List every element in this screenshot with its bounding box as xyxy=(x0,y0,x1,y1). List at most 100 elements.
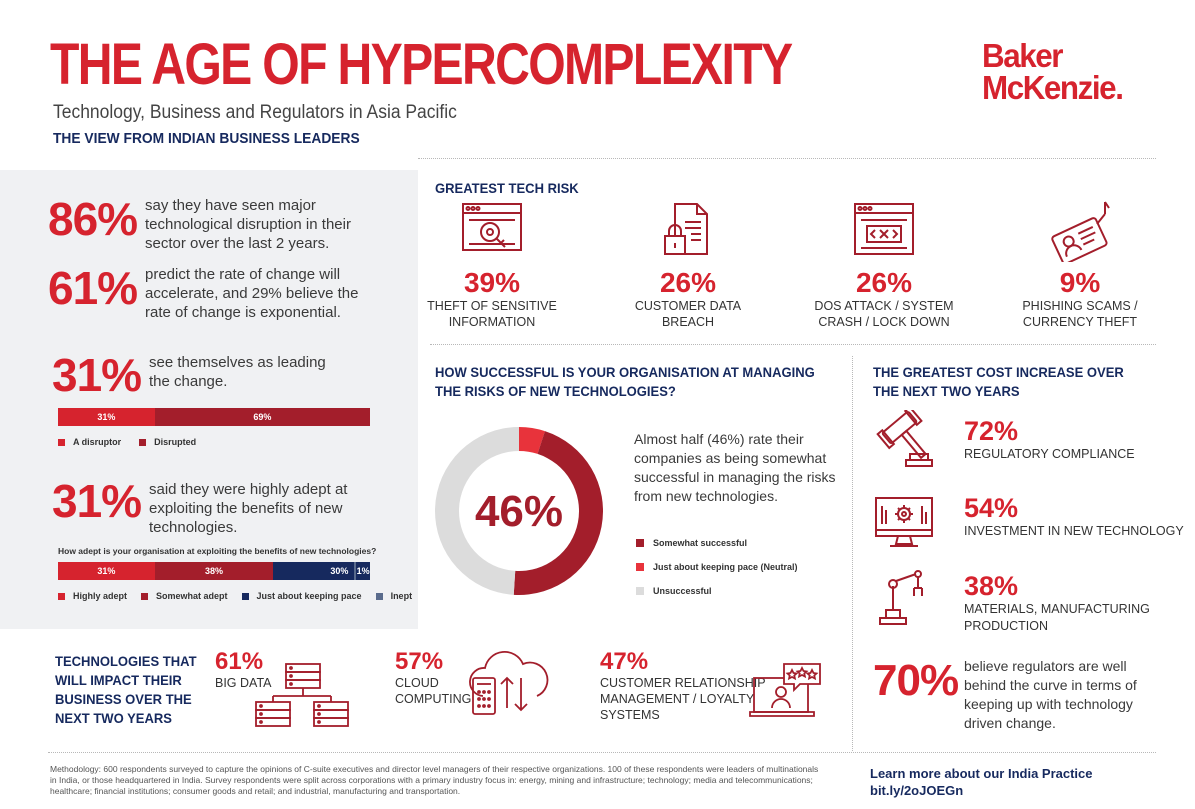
legend-item: Just about keeping pace xyxy=(241,591,362,601)
risk-phishing: 9% PHISHING SCAMS / CURRENCY THEFT xyxy=(980,200,1180,330)
left-stats-panel xyxy=(0,170,418,629)
risk-theft-label-1: THEFT OF SENSITIVE xyxy=(427,299,557,313)
technologies-heading-4: NEXT TWO YEARS xyxy=(55,710,172,726)
learn-more-text: Learn more about our India Practice xyxy=(870,766,1093,781)
divider xyxy=(418,158,1156,159)
id-card-hook-icon xyxy=(1051,201,1110,262)
regulators-text: believe regulators are well behind the c… xyxy=(964,658,1137,731)
legend-label: Just about keeping pace (Neutral) xyxy=(653,562,798,572)
risk-dos-label-2: CRASH / LOCK DOWN xyxy=(818,315,950,329)
legend-item: Somewhat adept xyxy=(141,591,228,601)
legend-item: A disruptor xyxy=(58,437,121,447)
legend-item: Unsuccessful xyxy=(636,585,798,597)
tech-big-data-label: BIG DATA xyxy=(215,676,272,690)
tech-big-data: 61% BIG DATA xyxy=(215,649,272,691)
legend-swatch xyxy=(636,539,644,547)
cost-compliance: 72% REGULATORY COMPLIANCE xyxy=(964,416,1135,463)
bar-segment-inept: 1% xyxy=(354,562,370,580)
tech-big-data-pct: 61% xyxy=(215,648,264,675)
adept-question: How adept is your organisation at exploi… xyxy=(58,546,377,556)
managing-heading-2: THE RISKS OF NEW TECHNOLOGIES? xyxy=(435,383,676,399)
tech-crm-label-3: SYSTEMS xyxy=(600,708,660,722)
risk-theft: 39% THEFT OF SENSITIVE INFORMATION xyxy=(392,200,592,330)
tech-cloud-label-1: CLOUD xyxy=(395,676,439,690)
baker-mckenzie-logo: Baker McKenzie. xyxy=(982,37,1162,106)
cost-materials-pct: 38% xyxy=(964,571,1019,601)
legend-label: Somewhat adept xyxy=(156,591,228,601)
risk-data-breach: 26% CUSTOMER DATA BREACH xyxy=(588,200,788,330)
legend-swatch xyxy=(58,438,65,446)
stat-61-text: predict the rate of change will accelera… xyxy=(145,266,359,321)
stat-86-pct: 86% xyxy=(48,193,138,245)
robot-arm-icon xyxy=(879,570,923,625)
cost-compliance-pct: 72% xyxy=(964,416,1019,446)
legend-item: Somewhat successful xyxy=(636,537,798,549)
adept-bar: 31% 38% 30% 1% xyxy=(58,562,370,580)
legend-swatch xyxy=(241,592,249,600)
cost-heading-1: THE GREATEST COST INCREASE OVER xyxy=(873,364,1124,380)
technologies-heading-2: WILL IMPACT THEIR xyxy=(55,672,182,688)
donut-center-label: 46% xyxy=(475,487,563,536)
managing-donut-chart: 46% xyxy=(435,427,603,595)
legend-swatch xyxy=(139,438,147,446)
monitor-gear-icon xyxy=(875,497,933,547)
donut-slice-unsuccessful xyxy=(435,427,519,595)
legend-swatch xyxy=(58,592,65,600)
stat-31-leading-text: see themselves as leading the change. xyxy=(149,354,326,390)
bar-segment-disruptor: 31% xyxy=(58,408,155,426)
legend-label: A disruptor xyxy=(73,437,122,447)
tech-cloud-label-2: COMPUTING xyxy=(395,692,472,706)
tech-crm-pct: 47% xyxy=(600,648,649,675)
browser-key-icon xyxy=(462,203,522,251)
legend-swatch xyxy=(141,592,149,600)
bar-segment-somewhat-adept: 38% xyxy=(154,562,274,580)
legend-label: Unsuccessful xyxy=(653,586,712,596)
donut-slice-somewhat-successful xyxy=(513,431,603,595)
disruptor-bar: 31% 69% xyxy=(58,408,370,426)
risk-phishing-label-2: CURRENCY THEFT xyxy=(1022,315,1138,329)
regulators-pct: 70% xyxy=(873,656,959,705)
page-kicker: THE VIEW FROM INDIAN BUSINESS LEADERS xyxy=(53,130,360,147)
divider xyxy=(852,356,853,751)
legend-item: Disrupted xyxy=(139,437,196,447)
legend-swatch xyxy=(375,592,383,600)
legend-label: Just about keeping pace xyxy=(256,591,362,601)
tech-crm-label-2: MANAGEMENT / LOYALTY xyxy=(600,692,755,706)
cloud-upload-icon xyxy=(469,651,549,715)
gavel-icon xyxy=(876,410,933,467)
methodology-note: Methodology: 600 respondents surveyed to… xyxy=(50,764,819,796)
stat-31-adept-text: said they were highly adept at exploitin… xyxy=(149,481,348,536)
document-lock-icon xyxy=(664,203,708,255)
managing-heading-1: HOW SUCCESSFUL IS YOUR ORGANISATION AT M… xyxy=(435,364,815,380)
legend-item: Inept xyxy=(375,591,413,601)
adept-legend: Highly adept Somewhat adept Just about k… xyxy=(58,591,412,601)
india-practice-link[interactable]: bit.ly/2oJOEGn xyxy=(870,783,964,798)
cost-technology-label: INVESTMENT IN NEW TECHNOLOGY xyxy=(964,524,1184,538)
divider xyxy=(430,344,1156,345)
logo-line-1: Baker xyxy=(982,37,1063,74)
cost-technology: 54% INVESTMENT IN NEW TECHNOLOGY xyxy=(964,493,1184,540)
cost-materials-label-1: MATERIALS, MANUFACTURING xyxy=(964,602,1150,616)
stat-31-adept-pct: 31% xyxy=(52,475,142,527)
technologies-heading: TECHNOLOGIES THAT WILL IMPACT THEIR BUSI… xyxy=(55,652,197,728)
tech-cloud: 57% CLOUD COMPUTING xyxy=(395,649,471,707)
risk-dos-attack: 26% DOS ATTACK / SYSTEM CRASH / LOCK DOW… xyxy=(784,200,984,330)
risk-data-breach-pct: 26% xyxy=(659,267,717,298)
stat-61-pct: 61% xyxy=(48,262,138,314)
disruptor-legend: A disruptor Disrupted xyxy=(58,437,196,447)
legend-label: Inept xyxy=(390,591,413,601)
technologies-heading-1: TECHNOLOGIES THAT xyxy=(55,653,197,669)
legend-swatch xyxy=(636,563,644,571)
risk-theft-label-2: INFORMATION xyxy=(448,315,536,329)
risk-phishing-label-1: PHISHING SCAMS / xyxy=(1022,299,1138,313)
risk-dos-pct: 26% xyxy=(855,267,913,298)
cost-heading-2: THE NEXT TWO YEARS xyxy=(873,383,1020,399)
risk-phishing-pct: 9% xyxy=(1059,267,1101,298)
legend-item: Just about keeping pace (Neutral) xyxy=(636,561,798,573)
managing-legend: Somewhat successful Just about keeping p… xyxy=(636,537,798,597)
risk-data-breach-label-1: CUSTOMER DATA xyxy=(634,299,742,313)
cost-materials: 38% MATERIALS, MANUFACTURING PRODUCTION xyxy=(964,571,1150,635)
laptop-stars-icon xyxy=(749,663,821,717)
bar-segment-keeping-pace: 30% xyxy=(273,562,355,580)
logo-line-2: McKenzie. xyxy=(982,69,1124,106)
